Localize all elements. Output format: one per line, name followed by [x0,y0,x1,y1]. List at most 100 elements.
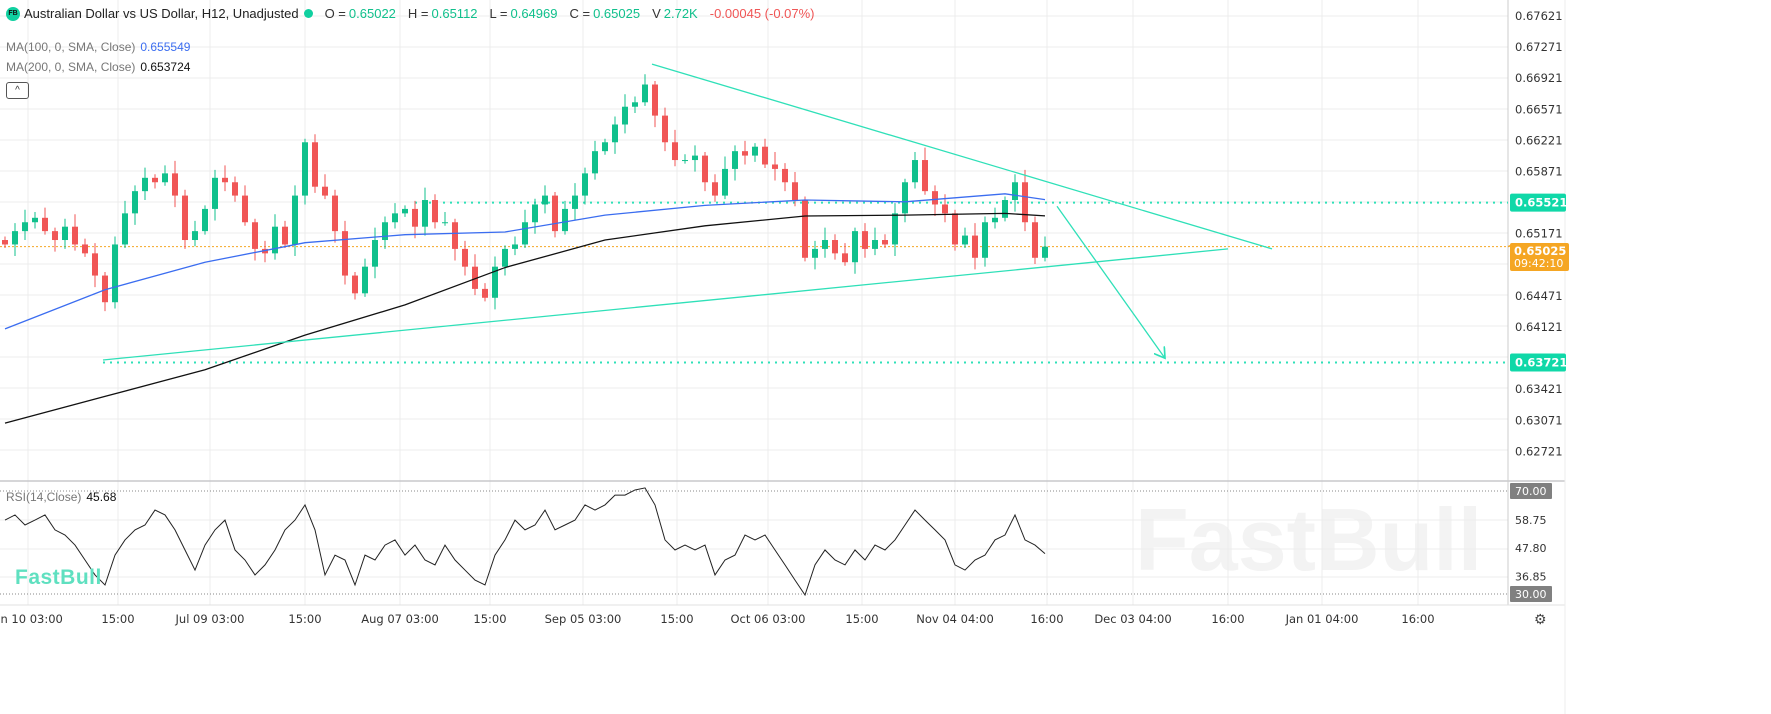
price-tick-label: 0.66571 [1515,102,1563,116]
candle-body [662,115,668,143]
candle [982,216,988,267]
candle-body [852,231,858,263]
candle [462,240,468,276]
candle [662,107,668,152]
price-tick-label: 0.64471 [1515,289,1563,303]
ma200-legend[interactable]: MA(200, 0, SMA, Close) 0.653724 [6,60,190,74]
candle [332,189,338,243]
candle-body [252,222,258,249]
symbol-title[interactable]: Australian Dollar vs US Dollar, H12, Una… [24,6,299,21]
settings-gear-icon[interactable]: ⚙ [1534,611,1547,627]
time-tick-label: 16:00 [1401,612,1434,626]
time-tick-label: Nov 04 04:00 [916,612,994,626]
candle [422,187,428,236]
rsi-tick-label: 58.75 [1515,514,1547,527]
rsi-legend[interactable]: RSI(14,Close) 45.68 [6,490,116,504]
open-value: 0.65022 [348,6,396,21]
candle [972,223,978,270]
candle-body [1022,182,1028,223]
candle-body [62,226,68,241]
candle [682,154,688,164]
candle-body [682,160,688,162]
price-tick-label: 0.67271 [1515,40,1563,54]
candle [482,283,488,302]
candle [42,207,48,235]
candle-body [932,191,938,205]
candle-body [222,177,228,183]
close-value: 0.65025 [593,6,641,21]
candle-body [712,182,718,196]
candle-body [742,151,748,156]
candle [892,203,898,257]
ma100-label: MA(100, 0, SMA, Close) [6,40,136,54]
candle-body [152,177,158,183]
time-tick-label: Sep 05 03:00 [545,612,622,626]
candle [1002,196,1008,222]
candle [992,207,998,229]
candle-body [722,168,728,196]
candle-body [582,173,588,196]
candle [382,216,388,249]
candle-body [992,217,998,223]
candle-body [562,208,568,232]
candle-body [442,222,448,224]
candle-body [342,231,348,276]
candle [692,145,698,172]
candle [152,174,158,189]
candle [402,205,408,217]
candle-body [522,222,528,245]
candle [922,147,928,195]
candle [612,116,618,154]
rsi-tick-label: 30.00 [1515,588,1547,601]
candle-body [332,195,338,232]
countdown-label: 09:42:10 [1514,257,1563,270]
price-tick-label: 0.65171 [1515,227,1563,241]
candle-body [82,244,88,254]
candle [102,272,108,312]
rsi-level-tag-bg [1510,483,1552,499]
candle-body [572,195,578,209]
candle-body [592,151,598,174]
candle-body [892,213,898,245]
candle-body [832,240,838,254]
candle-body [802,200,808,258]
candle [782,163,788,192]
candle-body [602,142,608,152]
candle [652,80,658,128]
candle [812,240,818,270]
candle-body [632,102,638,107]
collapse-legend-button[interactable]: ^ [6,82,29,99]
candle-body [942,204,948,214]
close-label: C = [569,6,591,21]
candle [492,256,498,310]
time-tick-label: 15:00 [288,612,321,626]
price-tick-label: 0.66921 [1515,71,1563,85]
candle [672,129,678,167]
candle [472,254,478,296]
time-tick-label: un 10 03:00 [0,612,63,626]
candle-body [912,160,918,183]
candle-body [532,204,538,223]
candle-body [142,177,148,192]
ma100-legend[interactable]: MA(100, 0, SMA, Close) 0.655549 [6,40,190,54]
candle [202,205,208,235]
candle-body [982,222,988,258]
candle [502,245,508,276]
candle-body [52,231,58,241]
price-tag-bg [1510,193,1566,212]
candle [732,145,738,181]
candle [952,209,958,251]
candle-body [952,213,958,245]
change-value: -0.00045 (-0.07%) [709,6,815,21]
time-tick-label: Oct 06 03:00 [731,612,806,626]
candle [372,227,378,279]
candle-body [432,200,438,223]
candle [822,227,828,258]
candle [512,236,518,256]
candle [162,165,168,186]
candle-body [672,142,678,161]
candle-body [692,155,698,161]
candle-body [822,240,828,249]
candle-body [752,146,758,156]
